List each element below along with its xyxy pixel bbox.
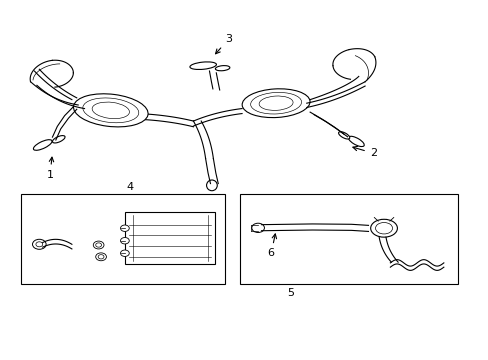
Text: 5: 5 <box>286 288 294 297</box>
Circle shape <box>120 225 129 231</box>
Circle shape <box>251 223 264 233</box>
Bar <box>125 212 215 264</box>
Ellipse shape <box>338 132 349 139</box>
Ellipse shape <box>242 89 309 118</box>
Ellipse shape <box>348 136 364 147</box>
Ellipse shape <box>189 62 216 69</box>
Ellipse shape <box>52 136 65 143</box>
Circle shape <box>93 241 104 249</box>
Text: 3: 3 <box>215 34 232 54</box>
Circle shape <box>120 250 129 256</box>
Bar <box>21 194 224 284</box>
Ellipse shape <box>73 94 148 127</box>
Ellipse shape <box>370 219 397 237</box>
Text: 4: 4 <box>126 182 134 192</box>
Circle shape <box>36 242 42 247</box>
Circle shape <box>120 238 129 244</box>
Text: 2: 2 <box>352 146 376 158</box>
Circle shape <box>96 243 102 247</box>
Circle shape <box>96 253 106 261</box>
Bar <box>239 194 458 284</box>
Circle shape <box>98 255 104 259</box>
Text: 6: 6 <box>267 234 276 258</box>
Text: 1: 1 <box>46 157 54 180</box>
Ellipse shape <box>215 66 229 71</box>
Ellipse shape <box>206 180 217 191</box>
Ellipse shape <box>33 140 52 150</box>
Circle shape <box>32 239 46 249</box>
